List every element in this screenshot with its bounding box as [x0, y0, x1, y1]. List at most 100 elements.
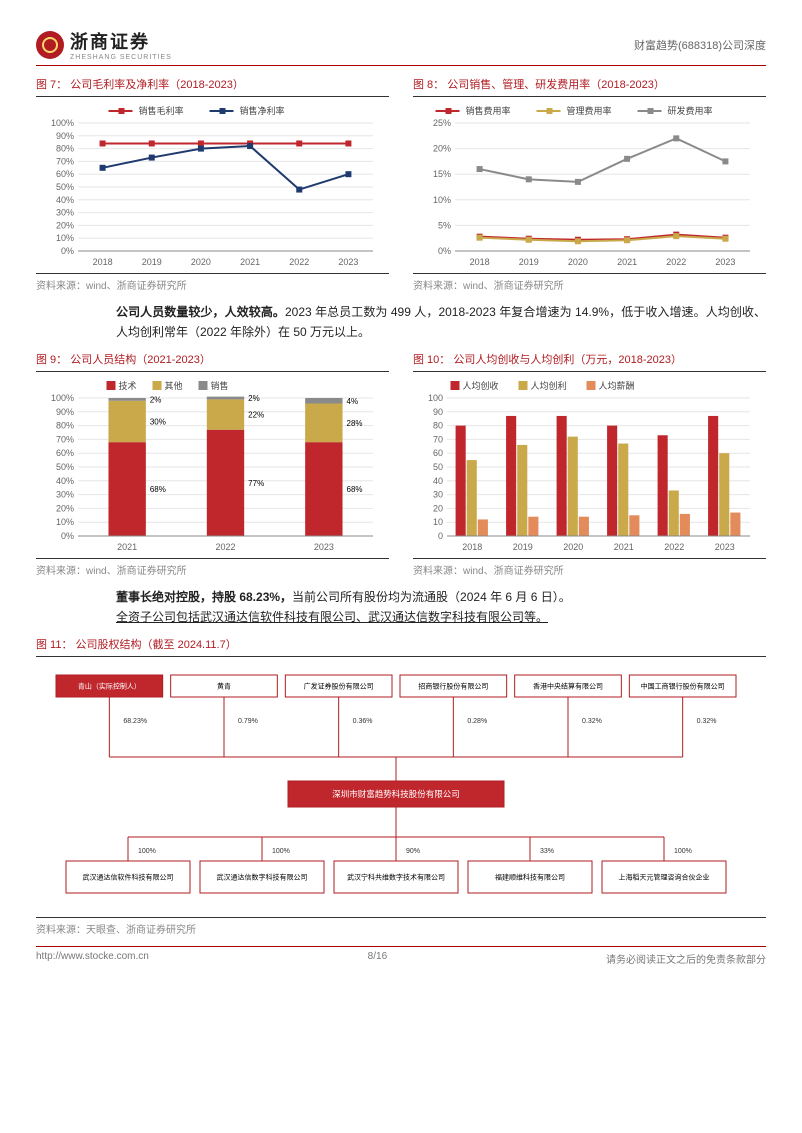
svg-text:20%: 20%	[56, 220, 74, 230]
svg-text:4%: 4%	[347, 397, 359, 406]
svg-text:黄青: 黄青	[217, 681, 231, 690]
svg-text:武汉通达信数字科技有限公司: 武汉通达信数字科技有限公司	[217, 872, 308, 881]
svg-text:68%: 68%	[150, 485, 166, 494]
svg-text:40: 40	[433, 476, 443, 486]
svg-text:武汉宁科共维数字技术有限公司: 武汉宁科共维数字技术有限公司	[347, 872, 445, 881]
svg-text:68%: 68%	[347, 485, 363, 494]
svg-text:30%: 30%	[150, 417, 166, 426]
fig11-chart: 青山（实际控制人）68.23%黄青0.79%广发证券股份有限公司0.36%招商银…	[36, 663, 756, 913]
header-right: 财富趋势(688318)公司深度	[634, 37, 766, 53]
svg-text:2021: 2021	[614, 542, 634, 552]
fig11-title: 图 11： 公司股权结构（截至 2024.11.7）	[36, 636, 766, 652]
svg-text:2018: 2018	[470, 257, 490, 267]
svg-text:2019: 2019	[519, 257, 539, 267]
svg-text:2018: 2018	[93, 257, 113, 267]
svg-text:0%: 0%	[61, 531, 74, 541]
svg-text:70: 70	[433, 434, 443, 444]
svg-text:福建顺维科技有限公司: 福建顺维科技有限公司	[495, 872, 565, 881]
svg-text:香港中央结算有限公司: 香港中央结算有限公司	[533, 681, 603, 690]
svg-text:其他: 其他	[165, 380, 183, 391]
paragraph-2: 董事长绝对控股，持股 68.23%，当前公司所有股份均为流通股（2024 年 6…	[116, 587, 766, 628]
svg-text:0.32%: 0.32%	[582, 718, 602, 725]
svg-text:100%: 100%	[51, 118, 74, 128]
svg-text:2022: 2022	[289, 257, 309, 267]
paragraph-1: 公司人员数量较少，人效较高。2023 年总员工数为 499 人，2018-202…	[116, 302, 766, 343]
footer-mid: 8/16	[368, 951, 387, 966]
svg-text:2022: 2022	[666, 257, 686, 267]
svg-text:0.79%: 0.79%	[238, 718, 258, 725]
svg-text:30: 30	[433, 489, 443, 499]
svg-text:2019: 2019	[142, 257, 162, 267]
page-footer: http://www.stocke.com.cn 8/16 请务必阅读正文之后的…	[36, 946, 766, 966]
svg-text:33%: 33%	[540, 848, 554, 855]
svg-text:招商银行股份有限公司: 招商银行股份有限公司	[418, 681, 488, 690]
svg-text:2023: 2023	[715, 542, 735, 552]
fig7-title: 图 7： 公司毛利率及净利率（2018-2023）	[36, 76, 389, 92]
p2-rest: 当前公司所有股份均为流通股（2024 年 6 月 6 日）。	[292, 590, 571, 604]
svg-text:30%: 30%	[56, 489, 74, 499]
svg-text:20: 20	[433, 503, 443, 513]
svg-text:22%: 22%	[248, 410, 264, 419]
svg-text:60: 60	[433, 448, 443, 458]
svg-text:90%: 90%	[56, 131, 74, 141]
svg-text:人均创利: 人均创利	[531, 380, 567, 391]
svg-text:2020: 2020	[568, 257, 588, 267]
svg-text:2%: 2%	[248, 394, 260, 403]
svg-text:技术: 技术	[119, 380, 137, 391]
fig8-title: 图 8： 公司销售、管理、研发费用率（2018-2023）	[413, 76, 766, 92]
p2-under: 全资子公司包括武汉通达信软件科技有限公司、武汉通达信数字科技有限公司等。	[116, 610, 548, 624]
svg-text:0.28%: 0.28%	[467, 718, 487, 725]
svg-text:销售费用率: 销售费用率	[466, 105, 511, 116]
p2-lead: 董事长绝对控股，持股 68.23%，	[116, 590, 292, 604]
svg-text:28%: 28%	[347, 419, 363, 428]
svg-text:10: 10	[433, 517, 443, 527]
svg-text:10%: 10%	[433, 195, 451, 205]
svg-text:0%: 0%	[438, 246, 451, 256]
svg-text:中国工商银行股份有限公司: 中国工商银行股份有限公司	[641, 681, 725, 690]
svg-text:人均创收: 人均创收	[463, 380, 499, 391]
svg-text:50%: 50%	[56, 462, 74, 472]
svg-text:15%: 15%	[433, 169, 451, 179]
svg-text:深圳市财富趋势科技股份有限公司: 深圳市财富趋势科技股份有限公司	[332, 789, 460, 799]
svg-text:2022: 2022	[664, 542, 684, 552]
fig11-src: 资料来源：天眼查、浙商证券研究所	[36, 917, 766, 936]
svg-text:40%: 40%	[56, 476, 74, 486]
svg-text:100: 100	[428, 393, 443, 403]
svg-text:2022: 2022	[215, 542, 235, 552]
svg-text:0.32%: 0.32%	[697, 718, 717, 725]
svg-text:100%: 100%	[138, 848, 156, 855]
svg-text:2023: 2023	[338, 257, 358, 267]
svg-text:100%: 100%	[51, 393, 74, 403]
svg-text:销售毛利率: 销售毛利率	[139, 105, 184, 116]
fig8-chart: 销售费用率管理费用率研发费用率0%5%10%15%20%25%201820192…	[413, 101, 758, 271]
fig9-title: 图 9： 公司人员结构（2021-2023）	[36, 351, 389, 367]
fig10-chart: 人均创收人均创利人均薪酬0102030405060708090100201820…	[413, 376, 758, 556]
svg-text:10%: 10%	[56, 233, 74, 243]
svg-text:2021: 2021	[617, 257, 637, 267]
company-sub: ZHESHANG SECURITIES	[70, 54, 172, 61]
svg-text:2018: 2018	[462, 542, 482, 552]
svg-text:20%: 20%	[56, 503, 74, 513]
p1-lead: 公司人员数量较少，人效较高。	[116, 305, 285, 319]
svg-text:广发证券股份有限公司: 广发证券股份有限公司	[304, 681, 374, 690]
svg-text:80: 80	[433, 420, 443, 430]
svg-text:50: 50	[433, 462, 443, 472]
svg-text:77%: 77%	[248, 479, 264, 488]
svg-text:90: 90	[433, 407, 443, 417]
svg-text:2020: 2020	[191, 257, 211, 267]
fig7-src: 资料来源：wind、浙商证券研究所	[36, 273, 389, 292]
fig7-chart: 销售毛利率销售净利率0%10%20%30%40%50%60%70%80%90%1…	[36, 101, 381, 271]
svg-text:销售净利率: 销售净利率	[240, 105, 285, 116]
svg-text:90%: 90%	[406, 848, 420, 855]
fig10-title: 图 10： 公司人均创收与人均创利（万元，2018-2023）	[413, 351, 766, 367]
svg-text:2019: 2019	[513, 542, 533, 552]
svg-text:70%: 70%	[56, 434, 74, 444]
logo-icon	[36, 31, 64, 59]
svg-text:2023: 2023	[715, 257, 735, 267]
fig10-src: 资料来源：wind、浙商证券研究所	[413, 558, 766, 577]
svg-text:管理费用率: 管理费用率	[567, 105, 612, 116]
svg-text:50%: 50%	[56, 182, 74, 192]
svg-text:2%: 2%	[150, 395, 162, 404]
svg-text:2021: 2021	[117, 542, 137, 552]
svg-text:人均薪酬: 人均薪酬	[599, 380, 635, 391]
